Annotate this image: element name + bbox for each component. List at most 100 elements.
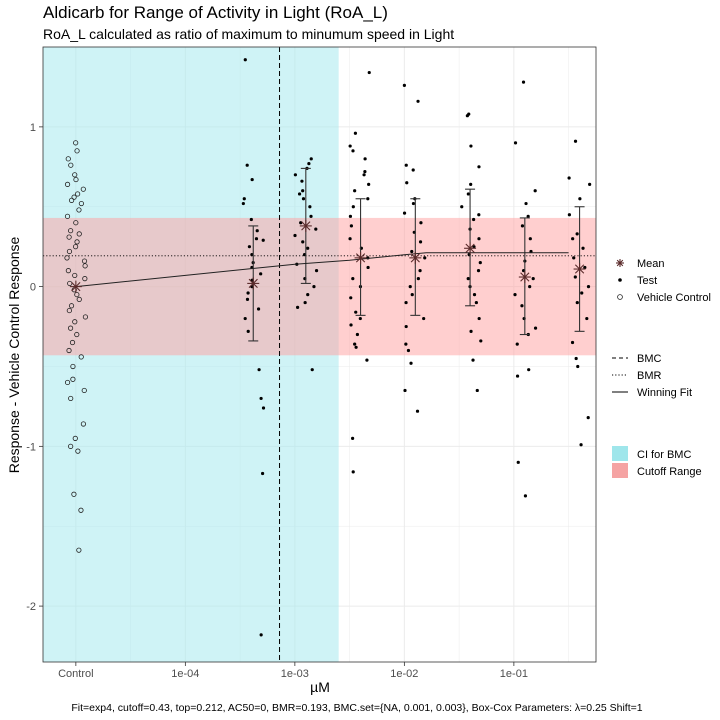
test-point	[408, 285, 412, 289]
test-point	[245, 297, 250, 301]
panel-border	[42, 46, 597, 663]
x-tick-label: 1e-04	[171, 668, 199, 680]
test-point	[366, 197, 370, 201]
vehicle-control-point	[67, 325, 74, 331]
test-point	[246, 291, 250, 295]
y-tick-label: 1	[30, 122, 36, 134]
vehicle-control-point	[68, 162, 74, 168]
test-point	[259, 396, 263, 401]
vehicle-control-point	[64, 379, 71, 386]
test-point	[411, 201, 416, 206]
test-point	[404, 300, 408, 305]
test-point	[513, 292, 517, 297]
test-point	[573, 275, 577, 279]
test-point	[348, 237, 352, 241]
test-point	[306, 246, 310, 250]
test-point	[515, 342, 519, 346]
test-point	[466, 192, 470, 196]
vehicle-control-point	[80, 421, 87, 427]
test-point	[293, 233, 297, 238]
test-point	[567, 213, 571, 217]
test-point	[585, 316, 589, 321]
vehicle-control-point	[78, 507, 84, 513]
y-tick-label: -2	[26, 601, 36, 613]
mean-stroke	[410, 253, 420, 263]
test-point	[583, 265, 587, 270]
mean-stroke	[248, 278, 258, 289]
mean-stroke	[355, 253, 366, 263]
test-point	[402, 83, 406, 87]
test-point	[367, 70, 371, 75]
x-axis-label: µM	[310, 679, 330, 695]
test-point	[349, 296, 353, 300]
y-tick-label: 0	[30, 282, 36, 294]
test-point	[573, 139, 578, 143]
vehicle-control-point	[74, 239, 80, 245]
test-point	[477, 165, 481, 169]
vehicle-control-point	[64, 213, 71, 219]
test-point	[250, 253, 254, 257]
vehicle-control-point	[78, 354, 84, 360]
vehicle-control-point	[75, 191, 81, 197]
test-point	[533, 189, 537, 193]
test-point	[256, 307, 261, 311]
test-point	[366, 265, 370, 270]
test-point	[418, 240, 423, 244]
test-point	[528, 285, 532, 289]
test-point	[261, 406, 266, 410]
test-point	[306, 292, 310, 297]
test-point	[410, 292, 414, 297]
test-point	[477, 237, 481, 241]
test-point	[309, 214, 313, 218]
vehicle-control-point	[72, 435, 78, 441]
vehicle-control-point	[80, 186, 86, 192]
vehicle-control-point	[76, 547, 82, 553]
vehicle-control-point	[69, 197, 75, 203]
test-point	[533, 326, 538, 330]
test-point	[308, 205, 312, 209]
test-point	[410, 249, 414, 254]
test-point	[513, 141, 518, 145]
vehicle-control-point	[74, 148, 80, 154]
x-tick-label: 1e-03	[281, 668, 309, 680]
test-point	[567, 176, 571, 180]
test-point	[418, 269, 422, 273]
vehicle-control-point	[82, 263, 88, 269]
test-point	[260, 471, 265, 476]
test-point	[404, 324, 408, 329]
vehicle-control-point	[73, 244, 79, 250]
test-point	[293, 173, 297, 177]
vehicle-control-point	[74, 291, 80, 298]
test-point	[309, 157, 313, 161]
mean-stroke	[574, 264, 585, 274]
mean-marker	[247, 277, 260, 290]
vehicle-control-point	[72, 272, 78, 279]
test-point	[477, 316, 481, 321]
vehicle-control-point	[64, 255, 70, 261]
test-point	[241, 201, 245, 206]
vehicle-control-point	[73, 176, 79, 183]
legend-label: BMC	[637, 353, 662, 365]
vehicle-control-point	[66, 234, 72, 240]
test-point	[578, 197, 582, 201]
test-point	[301, 189, 305, 193]
test-point	[465, 114, 469, 118]
test-point	[406, 348, 411, 353]
test-point	[469, 182, 473, 186]
test-point	[416, 99, 420, 103]
test-point	[243, 58, 247, 62]
test-point	[351, 277, 355, 281]
test-point	[580, 291, 584, 295]
vehicle-control-point	[71, 491, 77, 497]
legend-label: BMR	[637, 370, 662, 382]
mean-marker	[518, 271, 531, 284]
test-point	[254, 237, 259, 241]
test-point	[314, 227, 318, 231]
fit-caption: Fit=exp4, cutoff=0.43, top=0.212, AC50=0…	[71, 702, 642, 714]
cutoff-range-band	[43, 217, 596, 356]
x-tick-label: 1e-01	[500, 668, 528, 680]
vehicle-control-point	[72, 172, 78, 178]
x-tick-label: 1e-02	[390, 668, 418, 680]
test-point	[404, 342, 408, 346]
